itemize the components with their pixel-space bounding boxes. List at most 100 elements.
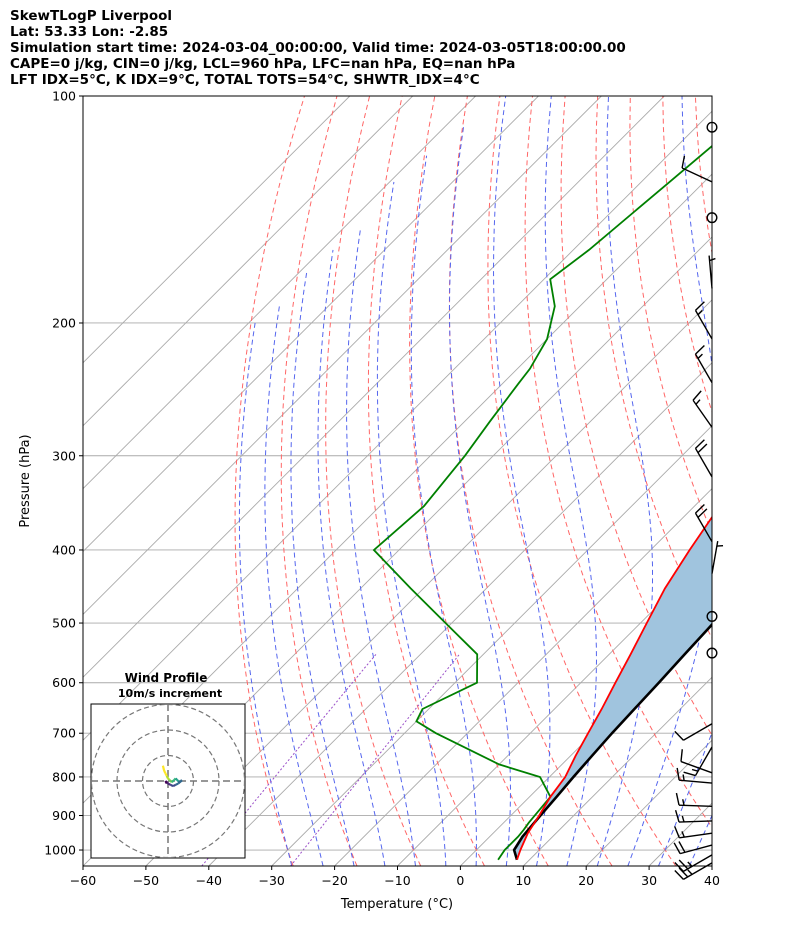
wind-barb (694, 503, 713, 543)
barb-flag (692, 390, 702, 401)
y-tick-label: 1000 (44, 843, 76, 858)
x-tick-label: 10 (515, 873, 531, 888)
y-tick-label: 100 (52, 89, 76, 104)
hodograph-segment (177, 779, 183, 785)
isotherm-line (83, 96, 665, 678)
hodograph-subtitle: 10m/s increment (118, 687, 222, 700)
wind-barb (674, 854, 713, 873)
y-tick-label: 800 (52, 769, 76, 784)
isotherm-line (83, 110, 712, 741)
hodograph-ring (91, 704, 245, 858)
wind-barb (681, 155, 713, 183)
isotherm-line (83, 96, 602, 616)
hodograph-segment (164, 780, 168, 785)
isotherm-line (83, 96, 351, 364)
location-line: Lat: 53.33 Lon: -2.85 (10, 24, 169, 40)
moist-adiabat (596, 96, 653, 866)
isotherm-line (83, 96, 414, 427)
wind-barb (680, 749, 713, 774)
barb-shaft (694, 353, 713, 384)
indices-line-1: CAPE=0 j/kg, CIN=0 j/kg, LCL=960 hPa, LF… (10, 56, 516, 72)
isotherm-line (711, 865, 712, 866)
hodograph-segment (172, 778, 176, 782)
wind-barb (708, 255, 716, 289)
time-line: Simulation start time: 2024-03-04_00:00:… (10, 40, 626, 56)
barb-flag (673, 842, 681, 854)
hodograph-segment (168, 778, 172, 782)
chart-title: SkewTLogP Liverpool (10, 8, 172, 24)
hodograph-segment (167, 782, 172, 786)
barb-shaft (679, 844, 713, 855)
dry-adiabat (595, 96, 712, 640)
dry-adiabat (761, 96, 794, 866)
barb-half-flag (697, 309, 703, 316)
hodograph: Wind Profile 10m/s increment (90, 671, 246, 859)
y-tick-label: 300 (52, 448, 76, 463)
barb-shaft (694, 746, 713, 776)
barb-flag (697, 443, 708, 454)
barb-flag (676, 767, 680, 781)
y-tick-label: 200 (52, 315, 76, 330)
barb-shaft (683, 862, 713, 880)
y-tick-label: 600 (52, 675, 76, 690)
isotherm-line (775, 96, 794, 866)
wind-barb (706, 610, 718, 622)
moist-adiabat (238, 322, 293, 866)
barb-shaft (678, 804, 713, 807)
cape-cin-fill (514, 517, 712, 860)
hodograph-segment (171, 780, 174, 784)
axes: −60 −50 −40 −30 −20 −10 0 10 20 30 40 1000 900 800 700… (44, 89, 720, 889)
wind-barb (694, 345, 713, 384)
barb-half-flag (682, 799, 685, 806)
chart-header: SkewTLogP Liverpool Lat: 53.33 Lon: -2.8… (10, 8, 626, 88)
dry-adiabat (728, 96, 794, 866)
hodograph-segment (170, 783, 174, 788)
calm-circle (706, 610, 718, 622)
wind-barb (674, 826, 713, 839)
x-tick-label: −20 (321, 873, 347, 888)
wind-barb (706, 212, 718, 224)
isotherm-line (83, 96, 539, 553)
dry-adiabat (448, 96, 613, 866)
barb-shaft (692, 399, 713, 428)
barb-flag (674, 810, 680, 823)
calm-circle (706, 647, 718, 659)
hodograph-title: Wind Profile (125, 671, 208, 685)
isotherm-line (585, 739, 712, 866)
barb-shaft (681, 167, 713, 183)
wind-barb (674, 810, 713, 823)
moist-adiabat (492, 96, 551, 866)
barb-half-flag (687, 869, 693, 875)
x-axis-label: Temperature (°C) (340, 897, 453, 912)
x-tick-label: 0 (456, 873, 464, 888)
y-tick-label: 400 (52, 542, 76, 557)
hodograph-segment (165, 775, 169, 779)
barb-flag (695, 301, 705, 311)
moist-adiabat (264, 306, 324, 866)
barb-flag (674, 826, 680, 839)
x-tick-label: −60 (70, 873, 96, 888)
dry-adiabat (524, 96, 712, 829)
dry-adiabat (487, 96, 677, 866)
parcel-profile-line (512, 622, 712, 861)
isotherm-line (648, 802, 712, 866)
y-tick-label: 700 (52, 726, 76, 741)
wind-barbs (673, 121, 724, 880)
x-tick-label: 30 (641, 873, 657, 888)
moist-adiabat (544, 96, 598, 866)
wind-barb (711, 541, 724, 574)
hodograph-segment (173, 777, 177, 781)
wind-barb (706, 121, 718, 133)
barb-shaft (683, 854, 713, 873)
calm-circle (706, 212, 718, 224)
moist-adiabat (290, 269, 355, 866)
barb-shaft (694, 310, 713, 340)
barb-flag (680, 749, 683, 762)
dewpoint-line (372, 144, 712, 861)
wind-barb (683, 746, 713, 777)
wind-barb (692, 390, 713, 428)
dry-adiabat (234, 96, 305, 866)
wind-barb (694, 301, 713, 340)
barb-shaft (694, 447, 713, 478)
barb-flag (681, 155, 686, 169)
